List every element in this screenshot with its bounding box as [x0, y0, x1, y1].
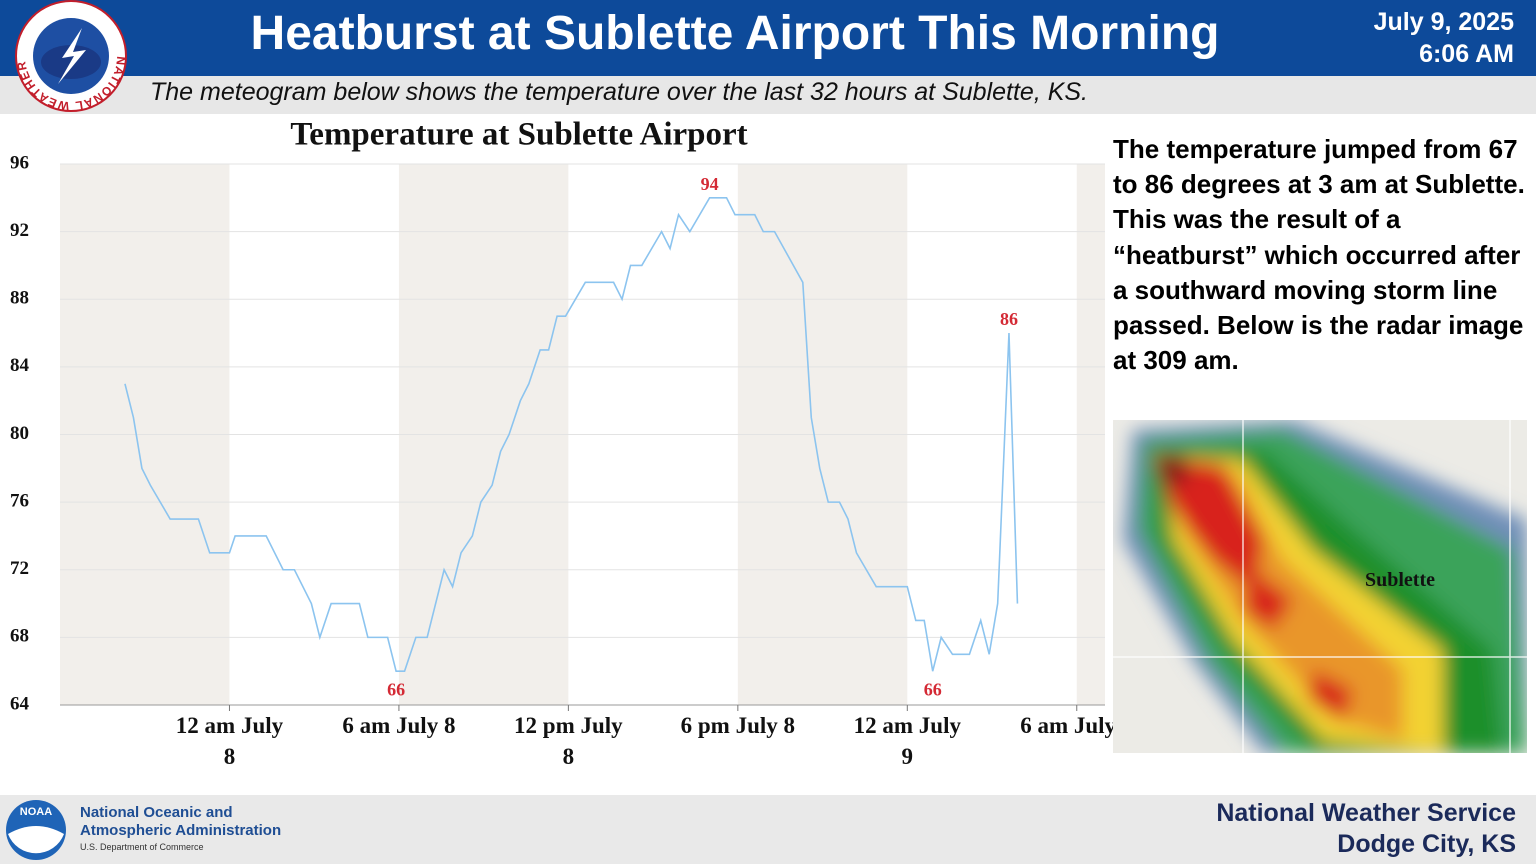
timestamp: July 9, 2025 6:06 AM — [1374, 6, 1514, 70]
noaa-line: National Oceanic and — [80, 804, 233, 821]
value-label: 86 — [1000, 309, 1018, 329]
chart-area: Temperature at Sublette Airport 64 68 72 76… — [0, 114, 1133, 795]
y-tick-label: 72 — [10, 558, 29, 579]
time: 6:06 AM — [1419, 40, 1514, 68]
header-bar — [0, 0, 1536, 76]
y-tick-label: 92 — [10, 220, 29, 241]
x-tick-label: 12 am July 8 — [175, 713, 284, 769]
noaa-badge: NOAA — [20, 806, 52, 818]
office: National Weather Service Dodge City, KS — [1216, 798, 1516, 860]
subtitle: The meteogram below shows the temperatur… — [150, 78, 1089, 106]
x-tick-label: 12 am July 9 — [853, 713, 961, 769]
footer-bar — [0, 795, 1536, 864]
office-line: National Weather Service — [1216, 799, 1516, 827]
description: The temperature jumped from 67 to 86 deg… — [1113, 134, 1525, 376]
y-tick-label: 84 — [10, 355, 30, 376]
temperature-line — [124, 197, 1019, 672]
noaa-dept: U.S. Department of Commerce — [80, 842, 204, 852]
value-label: 66 — [387, 679, 405, 699]
noaa-line: Atmospheric Administration — [80, 822, 282, 839]
y-tick-label: 88 — [10, 288, 29, 309]
radar-label: Sublette — [1365, 569, 1435, 591]
radar-image: Sublette — [1113, 420, 1527, 753]
y-tick-label: 68 — [10, 626, 29, 647]
subtitle-bar — [0, 76, 1536, 114]
office-line: Dodge City, KS — [1337, 830, 1516, 858]
y-tick-label: 64 — [10, 693, 30, 714]
page-title: Heatburst at Sublette Airport This Morni… — [250, 7, 1220, 60]
value-label: 94 — [701, 174, 719, 194]
y-tick-label: 96 — [10, 152, 29, 173]
y-tick-label: 80 — [10, 423, 29, 444]
noaa-name: National Oceanic and Atmospheric Adminis… — [80, 804, 281, 854]
date: July 9, 2025 — [1373, 8, 1514, 36]
noaa-logo: NOAA — [6, 800, 66, 860]
x-tick-label: 12 pm July 8 — [514, 713, 623, 769]
y-tick-label: 76 — [10, 490, 29, 511]
x-tick-label: 6 am July 8 — [342, 713, 456, 738]
chart: Temperature at Sublette Airport 64 68 72 76… — [10, 117, 1105, 714]
nws-logo: NATIONAL WEATHER SERVICE — [10, 0, 127, 112]
x-tick-label: 6 pm July 8 — [680, 713, 796, 738]
value-label: 66 — [924, 679, 942, 699]
chart-title: Temperature at Sublette Airport — [290, 117, 747, 153]
